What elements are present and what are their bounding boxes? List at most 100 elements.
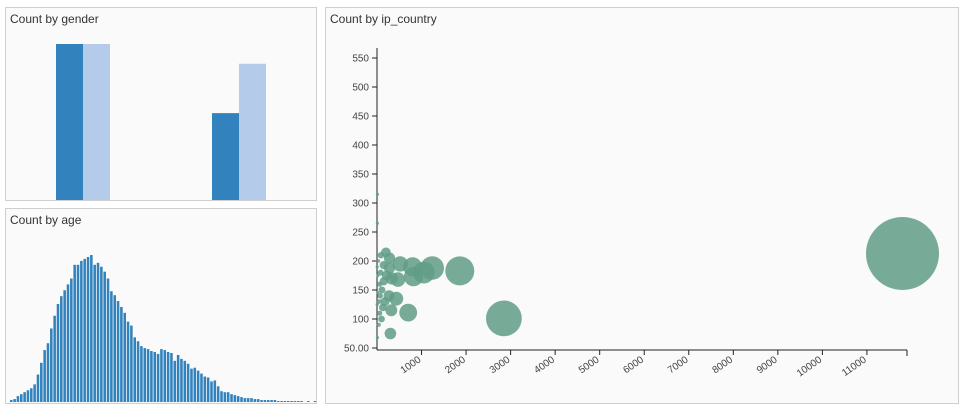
age-bar[interactable] [70, 278, 73, 402]
age-bar[interactable] [290, 401, 293, 402]
age-bar[interactable] [300, 401, 303, 402]
age-bar[interactable] [166, 352, 170, 402]
age-bar[interactable] [116, 301, 120, 402]
country-bubble[interactable] [377, 293, 383, 299]
age-bar[interactable] [203, 376, 207, 402]
age-bar[interactable] [90, 255, 93, 402]
country-bubble[interactable] [376, 273, 380, 278]
age-bar[interactable] [63, 290, 66, 402]
age-bar[interactable] [43, 350, 46, 402]
age-bar[interactable] [176, 354, 180, 402]
age-bar[interactable] [220, 391, 223, 402]
age-bar[interactable] [260, 400, 263, 402]
country-bubble[interactable] [375, 336, 379, 340]
age-bar[interactable] [210, 381, 213, 402]
age-bar[interactable] [270, 400, 273, 402]
age-bar[interactable] [243, 398, 247, 402]
age-bar[interactable] [223, 392, 227, 402]
country-bubble[interactable] [375, 192, 379, 196]
country-bubble[interactable] [378, 286, 386, 294]
age-bar[interactable] [213, 380, 217, 402]
age-bar[interactable] [250, 398, 253, 402]
age-bar[interactable] [186, 363, 190, 402]
country-bubble[interactable] [377, 252, 385, 259]
age-bar[interactable] [280, 401, 283, 402]
age-bar[interactable] [83, 258, 86, 402]
age-bar[interactable] [40, 362, 43, 402]
country-bubble[interactable] [375, 265, 379, 269]
age-bar[interactable] [130, 325, 133, 402]
age-bar[interactable] [253, 399, 257, 402]
gender-bar[interactable] [212, 113, 239, 201]
age-bar[interactable] [146, 349, 150, 402]
country-bubble[interactable] [403, 257, 423, 277]
age-bar[interactable] [16, 396, 20, 402]
age-bar[interactable] [103, 271, 106, 402]
age-bar[interactable] [150, 351, 153, 402]
age-bar[interactable] [180, 358, 183, 402]
age-bar[interactable] [143, 348, 147, 402]
age-bar[interactable] [190, 368, 193, 402]
age-bar[interactable] [296, 401, 300, 402]
country-bubble[interactable] [385, 304, 398, 317]
age-bar[interactable] [60, 296, 63, 402]
age-bar[interactable] [96, 262, 100, 402]
country-bubble[interactable] [384, 327, 397, 340]
age-bar[interactable] [263, 400, 267, 402]
age-bar[interactable] [276, 401, 280, 402]
country-bubble[interactable] [377, 269, 384, 276]
gender-bar[interactable] [83, 44, 110, 201]
age-bar[interactable] [23, 392, 26, 402]
age-bar[interactable] [26, 390, 30, 402]
age-bar[interactable] [20, 394, 23, 402]
age-bar[interactable] [230, 394, 233, 402]
gender-bar[interactable] [239, 63, 266, 201]
age-bar[interactable] [156, 353, 160, 402]
age-bar[interactable] [136, 341, 140, 402]
age-bar[interactable] [123, 312, 126, 402]
age-bar[interactable] [66, 284, 70, 402]
age-bar[interactable] [256, 399, 260, 402]
age-bar[interactable] [233, 395, 237, 402]
country-bubble[interactable] [377, 310, 383, 316]
age-bar[interactable] [100, 266, 103, 402]
country-bubble[interactable] [376, 299, 382, 304]
age-bar[interactable] [76, 264, 80, 402]
age-bar[interactable] [163, 350, 167, 402]
age-bar[interactable] [153, 352, 157, 402]
age-bar[interactable] [133, 337, 137, 402]
country-bubble[interactable] [445, 256, 475, 286]
age-bar[interactable] [110, 291, 113, 402]
age-bar[interactable] [236, 396, 240, 402]
age-bar[interactable] [56, 304, 60, 402]
age-bar[interactable] [173, 360, 177, 402]
age-bar[interactable] [196, 370, 200, 402]
age-bar[interactable] [93, 264, 96, 402]
age-bar[interactable] [183, 360, 187, 402]
age-bar[interactable] [286, 401, 290, 402]
age-bar[interactable] [53, 315, 56, 402]
age-bar[interactable] [33, 384, 36, 402]
age-bar[interactable] [306, 401, 310, 402]
country-bubble[interactable] [376, 259, 381, 263]
age-bar[interactable] [200, 373, 203, 402]
age-bar[interactable] [50, 328, 53, 403]
country-bubble[interactable] [378, 315, 385, 323]
age-bar[interactable] [283, 401, 287, 402]
age-bar[interactable] [240, 397, 243, 402]
age-bar[interactable] [113, 295, 116, 402]
country-bubble[interactable] [379, 261, 388, 270]
country-bubble[interactable] [375, 302, 379, 307]
age-bar[interactable] [106, 278, 110, 402]
age-bar[interactable] [170, 353, 173, 402]
country-bubble[interactable] [376, 322, 381, 327]
country-bubble[interactable] [377, 281, 383, 287]
age-bar[interactable] [10, 400, 13, 402]
age-bar[interactable] [273, 400, 277, 402]
age-bar[interactable] [206, 377, 210, 403]
age-bar[interactable] [86, 256, 90, 402]
age-bar[interactable] [120, 306, 123, 402]
country-bubble[interactable] [399, 303, 418, 322]
age-bar[interactable] [73, 264, 76, 402]
country-bubble[interactable] [866, 217, 939, 290]
